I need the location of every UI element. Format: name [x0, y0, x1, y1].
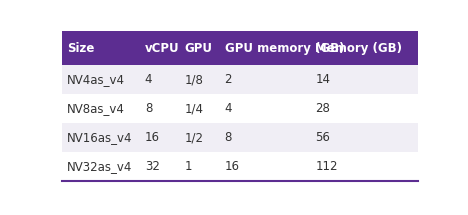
Bar — [180, 152, 220, 181]
Bar — [180, 123, 220, 152]
Text: NV4as_v4: NV4as_v4 — [67, 73, 125, 86]
Text: GPU: GPU — [185, 41, 213, 55]
Bar — [220, 152, 311, 181]
Bar — [62, 152, 140, 181]
Text: 16: 16 — [225, 160, 240, 174]
Text: 2: 2 — [225, 73, 232, 86]
Bar — [180, 94, 220, 123]
Text: Size: Size — [67, 41, 94, 55]
Bar — [140, 31, 180, 65]
Bar — [220, 31, 311, 65]
Bar — [140, 94, 180, 123]
Text: 1/2: 1/2 — [185, 131, 204, 144]
Bar — [311, 31, 417, 65]
Text: 32: 32 — [145, 160, 160, 174]
Bar — [140, 152, 180, 181]
Bar — [140, 65, 180, 94]
Text: GPU memory (GB): GPU memory (GB) — [225, 41, 344, 55]
Text: 28: 28 — [315, 102, 330, 115]
Bar — [140, 123, 180, 152]
Text: Memory (GB): Memory (GB) — [315, 41, 402, 55]
Bar — [220, 123, 311, 152]
Text: 4: 4 — [145, 73, 152, 86]
Bar — [62, 31, 140, 65]
Bar — [311, 65, 417, 94]
Text: NV8as_v4: NV8as_v4 — [67, 102, 124, 115]
Bar — [62, 65, 140, 94]
Text: 1/4: 1/4 — [185, 102, 204, 115]
Bar — [62, 94, 140, 123]
Bar — [220, 65, 311, 94]
Text: NV32as_v4: NV32as_v4 — [67, 160, 132, 174]
Text: 8: 8 — [145, 102, 152, 115]
Bar — [220, 94, 311, 123]
Text: 112: 112 — [315, 160, 338, 174]
Bar — [311, 152, 417, 181]
Text: NV16as_v4: NV16as_v4 — [67, 131, 132, 144]
Text: 4: 4 — [225, 102, 232, 115]
Bar — [311, 94, 417, 123]
Text: 1: 1 — [185, 160, 192, 174]
Text: vCPU: vCPU — [145, 41, 179, 55]
Text: 16: 16 — [145, 131, 160, 144]
Text: 8: 8 — [225, 131, 232, 144]
Bar — [180, 31, 220, 65]
Bar — [180, 65, 220, 94]
Text: 1/8: 1/8 — [185, 73, 204, 86]
Text: 14: 14 — [315, 73, 330, 86]
Bar — [62, 123, 140, 152]
Bar — [311, 123, 417, 152]
Text: 56: 56 — [315, 131, 330, 144]
